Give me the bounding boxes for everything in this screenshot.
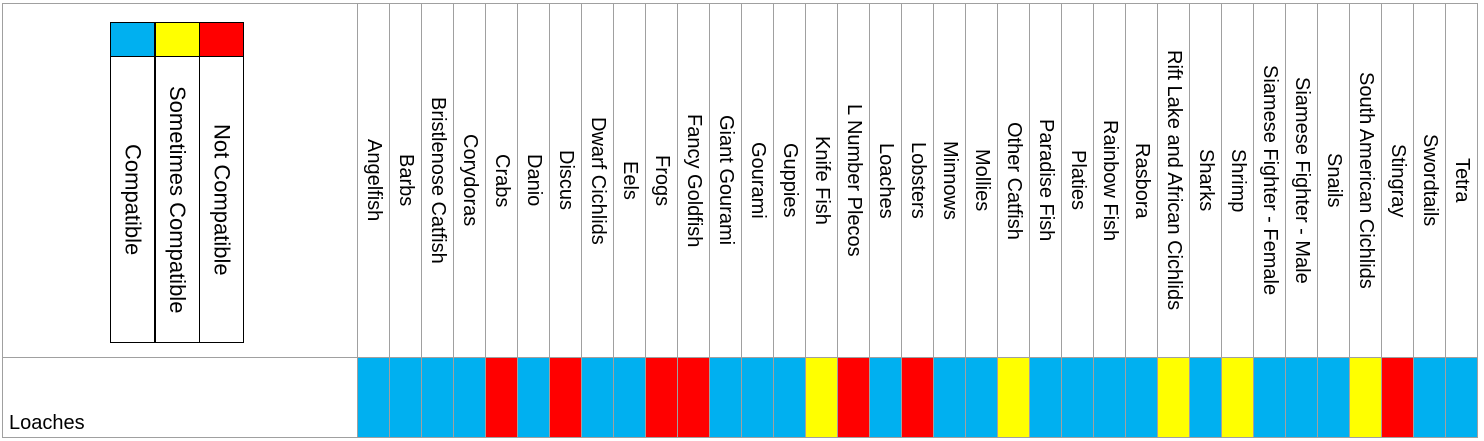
legend-label: Compatible — [110, 57, 155, 343]
compat-cell — [901, 357, 934, 438]
column-header: Bristlenose Catfish — [421, 3, 454, 358]
column-header: Platies — [1061, 3, 1094, 358]
column-header: Eels — [613, 3, 646, 358]
column-header: Rasbora — [1125, 3, 1158, 358]
column-header: Tetra — [1445, 3, 1478, 358]
column-header: South American Cichlids — [1349, 3, 1382, 358]
column-header: Other Catfish — [997, 3, 1030, 358]
column-header: Rift Lake and African Cichlids — [1157, 3, 1190, 358]
column-header: Fancy Goldfish — [677, 3, 710, 358]
compat-cell — [1317, 357, 1350, 438]
column-header: Stingray — [1381, 3, 1414, 358]
row-label: Loaches — [2, 357, 358, 438]
compat-cell — [709, 357, 742, 438]
compat-cell — [357, 357, 390, 438]
compat-cell — [421, 357, 454, 438]
compat-cell — [1285, 357, 1318, 438]
compat-cell — [581, 357, 614, 438]
column-header: Crabs — [485, 3, 518, 358]
compat-cell — [1349, 357, 1382, 438]
column-header: Shrimp — [1221, 3, 1254, 358]
compat-cell — [1253, 357, 1286, 438]
column-header: Siamese Fighter - Male — [1285, 3, 1318, 358]
compat-cell — [1061, 357, 1094, 438]
column-header: Frogs — [645, 3, 678, 358]
legend-label: Not Compatible — [199, 57, 244, 343]
compat-cell — [869, 357, 902, 438]
column-header: Loaches — [869, 3, 902, 358]
compat-cell — [805, 357, 838, 438]
column-header: Snails — [1317, 3, 1350, 358]
compat-cell — [645, 357, 678, 438]
column-header: Lobsters — [901, 3, 934, 358]
column-header: Paradise Fish — [1029, 3, 1062, 358]
column-header: Siamese Fighter - Female — [1253, 3, 1286, 358]
column-header: Knife Fish — [805, 3, 838, 358]
compat-cell — [837, 357, 870, 438]
compat-cell — [1413, 357, 1446, 438]
column-header: Barbs — [389, 3, 422, 358]
compat-cell — [1189, 357, 1222, 438]
compat-cell — [1445, 357, 1478, 438]
compat-cell — [549, 357, 582, 438]
compat-cell — [1125, 357, 1158, 438]
column-header: Swordtails — [1413, 3, 1446, 358]
compat-cell — [453, 357, 486, 438]
compat-cell — [613, 357, 646, 438]
legend-swatch — [154, 22, 200, 57]
column-header: Minnows — [933, 3, 966, 358]
legend-label: Sometimes Compatible — [154, 57, 200, 343]
compat-cell — [1029, 357, 1062, 438]
compat-cell — [677, 357, 710, 438]
column-header: Angelfish — [357, 3, 390, 358]
compat-cell — [965, 357, 998, 438]
compat-cell — [773, 357, 806, 438]
compat-cell — [741, 357, 774, 438]
compat-cell — [485, 357, 518, 438]
compat-cell — [517, 357, 550, 438]
column-header: Discus — [549, 3, 582, 358]
compat-cell — [933, 357, 966, 438]
column-header: Guppies — [773, 3, 806, 358]
legend-swatch — [110, 22, 155, 57]
compat-cell — [389, 357, 422, 438]
column-header: Giant Gourami — [709, 3, 742, 358]
legend-swatch — [199, 22, 244, 57]
compat-cell — [1157, 357, 1190, 438]
column-header: Gourami — [741, 3, 774, 358]
column-header: Dwarf Cichlids — [581, 3, 614, 358]
column-header: Rainbow Fish — [1093, 3, 1126, 358]
compat-cell — [997, 357, 1030, 438]
compat-cell — [1381, 357, 1414, 438]
compat-cell — [1221, 357, 1254, 438]
compat-cell — [1093, 357, 1126, 438]
column-header: Mollies — [965, 3, 998, 358]
column-header: Corydoras — [453, 3, 486, 358]
column-header: Sharks — [1189, 3, 1222, 358]
column-header: Danio — [517, 3, 550, 358]
column-header: L Number Plecos — [837, 3, 870, 358]
